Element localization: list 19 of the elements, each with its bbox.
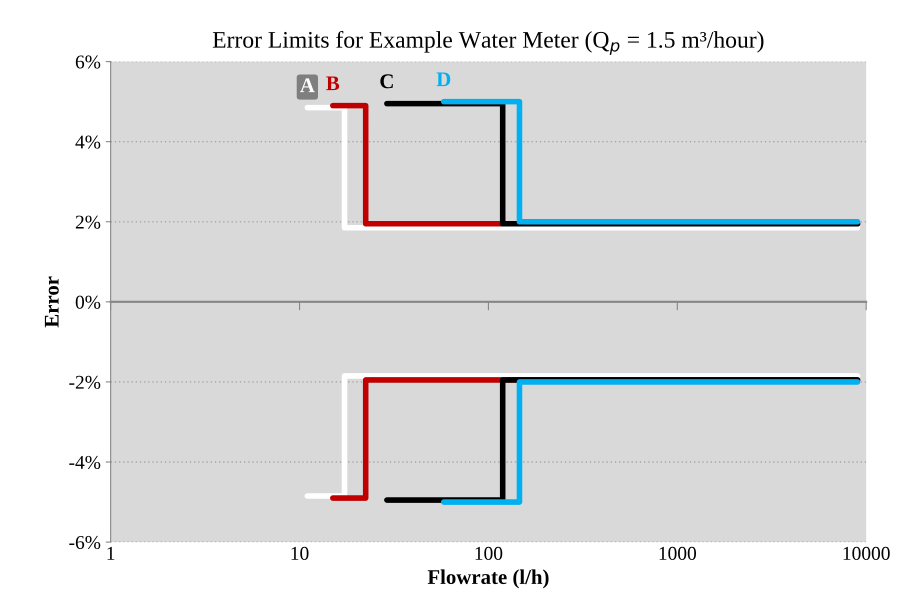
series-label: C bbox=[380, 74, 393, 88]
y-tick-label: 2% bbox=[76, 216, 100, 229]
x-tick-label: 1 bbox=[108, 546, 114, 560]
y-tick-label: -6% bbox=[69, 536, 100, 550]
x-tick-label: 1000 bbox=[660, 546, 696, 560]
x-axis-title: Flowrate (l/h) bbox=[428, 569, 549, 588]
series-label: D bbox=[436, 72, 450, 86]
y-axis-title: Error bbox=[44, 276, 59, 328]
x-tick-label: 100 bbox=[476, 546, 502, 560]
series-label: B bbox=[326, 76, 340, 90]
y-tick-label: 0% bbox=[76, 296, 100, 309]
y-tick-label: -2% bbox=[69, 376, 100, 389]
chart-title: Error Limits for Example Water Meter (Q$_{p}$ = 1.5 m³/hour) bbox=[212, 30, 764, 55]
series-label: A bbox=[300, 78, 315, 92]
y-tick-label: 4% bbox=[75, 135, 100, 149]
x-tick-label: 10 bbox=[292, 546, 309, 560]
y-tick-label: 6% bbox=[76, 55, 100, 69]
x-tick-label: 10000 bbox=[844, 546, 890, 560]
y-tick-label: -4% bbox=[69, 456, 100, 469]
